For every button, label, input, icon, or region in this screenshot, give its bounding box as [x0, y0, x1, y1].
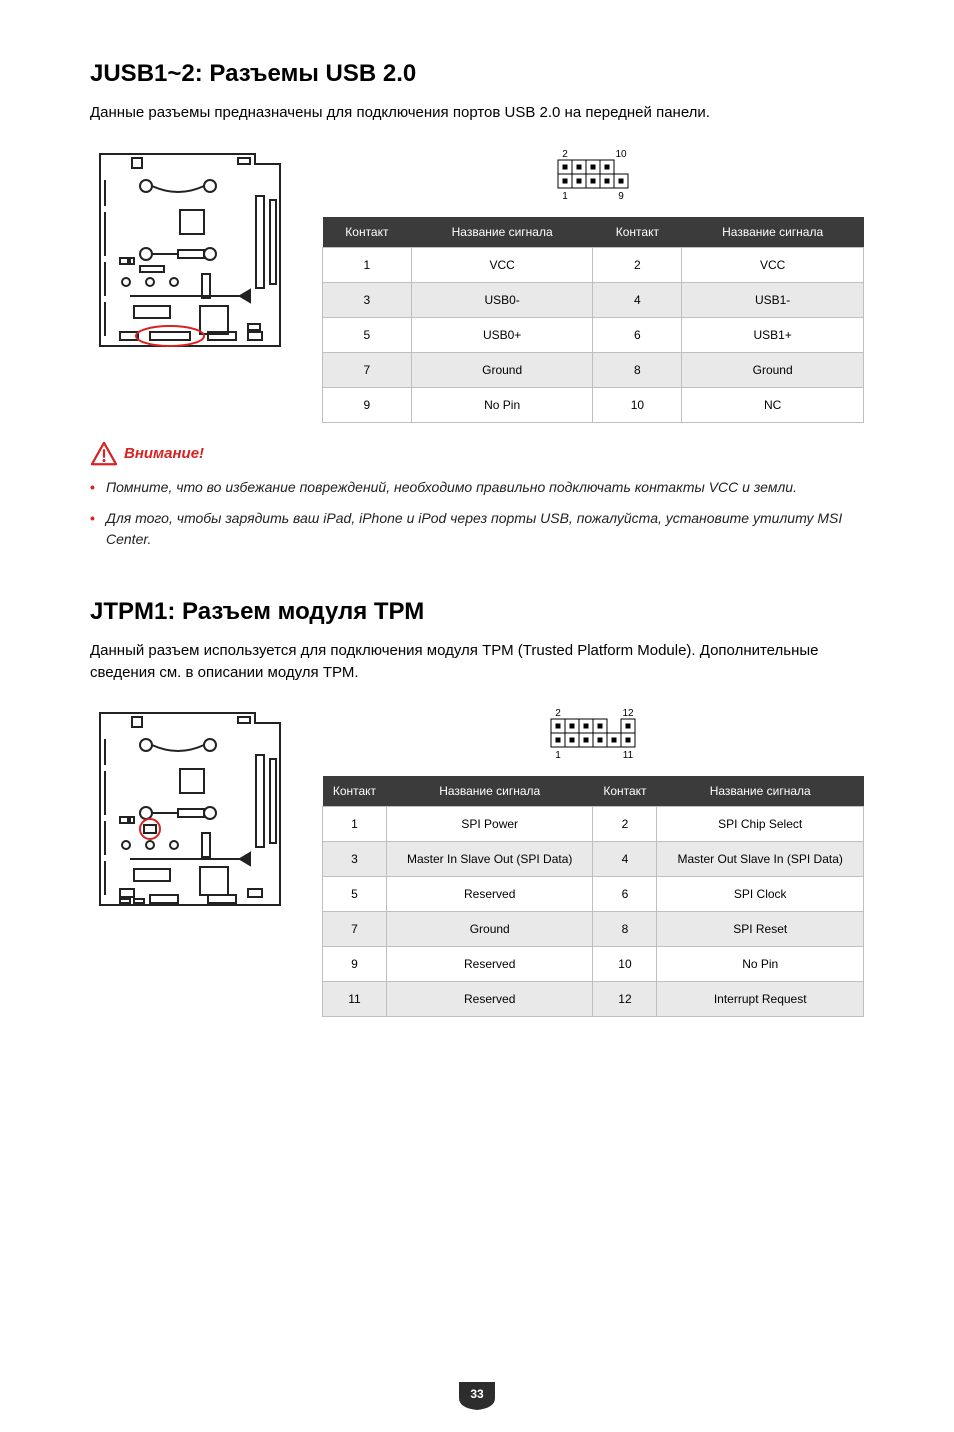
table-cell: SPI Chip Select [657, 807, 864, 842]
pin-diagram-jusb: 2 10 1 9 [322, 146, 864, 207]
table-cell: Reserved [386, 982, 593, 1017]
table-row: 1VCC2VCC [323, 247, 864, 282]
pin-diagram-jtpm: 212111 [322, 705, 864, 766]
table-header: Контакт [593, 217, 682, 248]
table-row: 11Reserved12Interrupt Request [323, 982, 864, 1017]
table-row: 5Reserved6SPI Clock [323, 877, 864, 912]
table-cell: 3 [323, 282, 412, 317]
table-cell: 4 [593, 842, 657, 877]
table-cell: 8 [593, 352, 682, 387]
table-header: Название сигнала [682, 217, 864, 248]
table-cell: 5 [323, 317, 412, 352]
table-header: Контакт [323, 217, 412, 248]
table-cell: SPI Reset [657, 912, 864, 947]
table-cell: Ground [682, 352, 864, 387]
table-cell: 12 [593, 982, 657, 1017]
table-cell: 3 [323, 842, 387, 877]
page-number: 33 [470, 1387, 484, 1401]
svg-text:2: 2 [555, 708, 561, 719]
section-jusb: JUSB1~2: Разъемы USB 2.0 Данные разъемы … [90, 60, 864, 550]
table-cell: 9 [323, 947, 387, 982]
table-cell: 1 [323, 807, 387, 842]
table-cell: USB1+ [682, 317, 864, 352]
content-row-jtpm: 212111 КонтактНазвание сигналаКонтактНаз… [90, 705, 864, 1017]
table-cell: 2 [593, 807, 657, 842]
svg-text:9: 9 [618, 191, 624, 202]
table-header: Название сигнала [657, 776, 864, 807]
table-cell: 4 [593, 282, 682, 317]
table-cell: Master In Slave Out (SPI Data) [386, 842, 593, 877]
right-col-jusb: 21019 КонтактНазвание сигналаКонтактНазв… [322, 146, 864, 423]
warning-list: Помните, что во избежание повреждений, н… [90, 477, 864, 550]
table-cell: 9 [323, 387, 412, 422]
table-cell: Master Out Slave In (SPI Data) [657, 842, 864, 877]
table-header: Название сигнала [411, 217, 593, 248]
table-cell: USB0- [411, 282, 593, 317]
table-cell: 6 [593, 317, 682, 352]
table-cell: 10 [593, 947, 657, 982]
table-cell: Reserved [386, 877, 593, 912]
table-cell: 7 [323, 352, 412, 387]
table-cell: SPI Clock [657, 877, 864, 912]
warning-item: Помните, что во избежание повреждений, н… [90, 477, 864, 498]
table-cell: USB0+ [411, 317, 593, 352]
svg-text:1: 1 [555, 750, 561, 761]
warning-title: Внимание! [124, 445, 204, 462]
table-cell: No Pin [657, 947, 864, 982]
table-cell: 5 [323, 877, 387, 912]
table-header: Название сигнала [386, 776, 593, 807]
table-cell: 2 [593, 247, 682, 282]
content-row-jusb: 21019 КонтактНазвание сигналаКонтактНазв… [90, 146, 864, 423]
table-row: 3USB0-4USB1- [323, 282, 864, 317]
table-row: 7Ground8Ground [323, 352, 864, 387]
table-row: 3Master In Slave Out (SPI Data)4Master O… [323, 842, 864, 877]
table-header: Контакт [593, 776, 657, 807]
page-badge: 33 [457, 1380, 497, 1412]
svg-text:12: 12 [622, 708, 634, 719]
svg-text:10: 10 [615, 149, 627, 160]
table-cell: Ground [411, 352, 593, 387]
table-row: 1SPI Power2SPI Chip Select [323, 807, 864, 842]
warning-heading: Внимание! [90, 441, 864, 467]
table-row: 9Reserved10No Pin [323, 947, 864, 982]
pinout-table-jtpm: КонтактНазвание сигналаКонтактНазвание с… [322, 776, 864, 1017]
intro-jtpm: Данный разъем используется для подключен… [90, 640, 864, 684]
warning-icon [90, 441, 118, 467]
warning-item: Для того, чтобы зарядить ваш iPad, iPhon… [90, 508, 864, 550]
table-cell: NC [682, 387, 864, 422]
table-cell: VCC [682, 247, 864, 282]
table-cell: 8 [593, 912, 657, 947]
table-cell: 10 [593, 387, 682, 422]
heading-jtpm: JTPM1: Разъем модуля ТРМ [90, 598, 864, 626]
table-cell: Ground [386, 912, 593, 947]
section-jtpm: JTPM1: Разъем модуля ТРМ Данный разъем и… [90, 598, 864, 1018]
table-row: 5USB0+6USB1+ [323, 317, 864, 352]
table-row: 7Ground8SPI Reset [323, 912, 864, 947]
table-cell: No Pin [411, 387, 593, 422]
table-row: 9No Pin10NC [323, 387, 864, 422]
svg-text:2: 2 [562, 149, 568, 160]
board-diagram-jusb [90, 146, 290, 361]
table-cell: 6 [593, 877, 657, 912]
table-cell: USB1- [682, 282, 864, 317]
table-cell: SPI Power [386, 807, 593, 842]
board-diagram-jtpm [90, 705, 290, 920]
table-cell: Reserved [386, 947, 593, 982]
svg-text:11: 11 [623, 750, 634, 761]
table-cell: 7 [323, 912, 387, 947]
intro-jusb: Данные разъемы предназначены для подключ… [90, 102, 864, 124]
table-header: Контакт [323, 776, 387, 807]
table-cell: 1 [323, 247, 412, 282]
table-cell: 11 [323, 982, 387, 1017]
table-cell: VCC [411, 247, 593, 282]
heading-jusb: JUSB1~2: Разъемы USB 2.0 [90, 60, 864, 88]
pinout-table-jusb: КонтактНазвание сигналаКонтактНазвание с… [322, 217, 864, 423]
table-cell: Interrupt Request [657, 982, 864, 1017]
right-col-jtpm: 212111 КонтактНазвание сигналаКонтактНаз… [322, 705, 864, 1017]
svg-text:1: 1 [562, 191, 568, 202]
